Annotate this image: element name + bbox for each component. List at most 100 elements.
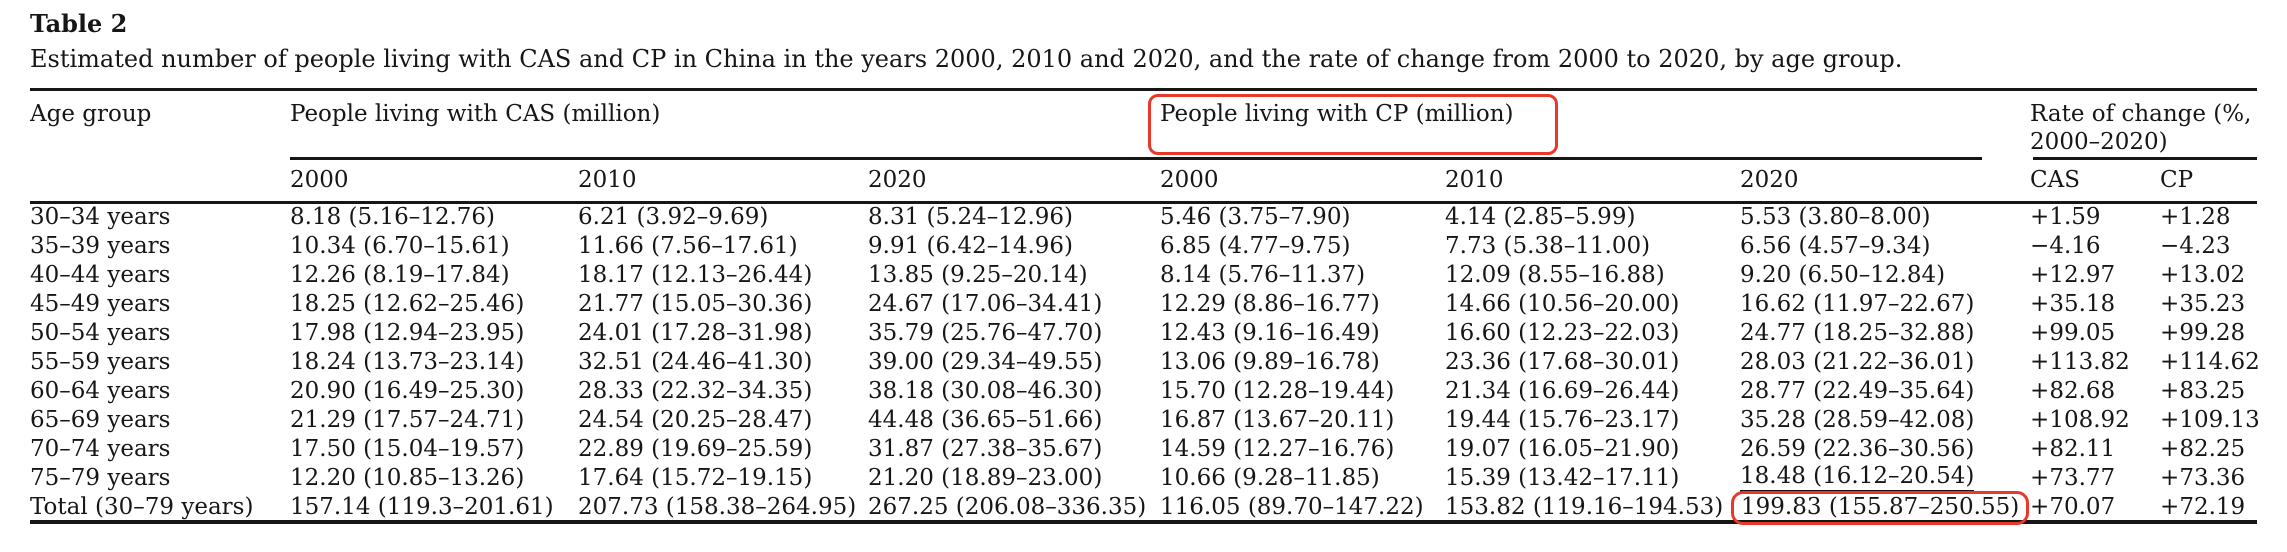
age-cell: 65–69 years <box>30 405 290 434</box>
cp-2000-cell: 13.06 (9.89–16.78) <box>1160 347 1445 376</box>
cas-2010-cell: 11.66 (7.56–17.61) <box>578 231 868 260</box>
age-cell: 55–59 years <box>30 347 290 376</box>
rate-cp-cell: −4.23 <box>2160 231 2257 260</box>
rate-cp-cell: +99.28 <box>2160 318 2257 347</box>
cell-value: 24.67 (17.06–34.41) <box>868 290 1103 317</box>
cell-value: +73.77 <box>2030 465 2116 492</box>
cas-2010-cell: 22.89 (19.69–25.59) <box>578 434 868 463</box>
cas-2010-cell: 17.64 (15.72–19.15) <box>578 463 868 493</box>
cell-value: 18.25 (12.62–25.46) <box>290 290 525 317</box>
column-header-rate-cas: CAS <box>2030 160 2161 204</box>
cell-value: 21.29 (17.57–24.71) <box>290 406 525 433</box>
cell-value: 17.50 (15.04–19.57) <box>290 435 525 462</box>
cell-value: 55–59 years <box>30 348 171 375</box>
cell-value: +13.02 <box>2160 261 2246 288</box>
cas-2020-cell: 9.91 (6.42–14.96) <box>868 231 1160 260</box>
rate-cas-cell: +1.59 <box>2030 202 2160 231</box>
cas-cp-spanner-rule <box>290 157 1983 161</box>
cell-value: 21.77 (15.05–30.36) <box>578 290 813 317</box>
cas-2020-cell: 13.85 (9.25–20.14) <box>868 260 1160 289</box>
cell-value: 12.26 (8.19–17.84) <box>290 261 510 288</box>
cp-2000-cell: 116.05 (89.70–147.22) <box>1160 493 1446 525</box>
cell-value: 20.90 (16.49–25.30) <box>290 377 525 404</box>
cell-value: 13.85 (9.25–20.14) <box>868 261 1088 288</box>
cp-2020-cell: 18.48 (16.12–20.54) <box>1740 463 2030 494</box>
cell-value: 28.77 (22.49–35.64) <box>1740 377 1975 404</box>
cell-value: 35.79 (25.76–47.70) <box>868 319 1103 346</box>
table-row: 55–59 years 18.24 (13.73–23.14) 32.51 (24.… <box>30 347 2260 376</box>
cell-value: 6.56 (4.57–9.34) <box>1740 232 1931 259</box>
cp-2010-cell: 16.60 (12.23–22.03) <box>1445 318 1740 347</box>
cell-value: 60–64 years <box>30 377 171 404</box>
cell-value: +35.18 <box>2030 290 2116 317</box>
cas-2000-cell: 12.20 (10.85–13.26) <box>290 463 578 493</box>
age-cell: 30–34 years <box>30 202 290 231</box>
cas-2010-cell: 32.51 (24.46–41.30) <box>578 347 868 376</box>
rate-cas-cell: +82.11 <box>2030 434 2160 463</box>
cas-group-label: People living with CAS (million) <box>290 100 661 127</box>
cp-2020-cell: 6.56 (4.57–9.34) <box>1740 231 2030 260</box>
cas-2000-cell: 17.98 (12.94–23.95) <box>290 318 578 347</box>
cas-2020-cell: 38.18 (30.08–46.30) <box>868 376 1160 405</box>
column-header-cp-2020: 2020 <box>1740 160 2031 204</box>
rate-spanner-rule <box>2033 157 2258 161</box>
cell-value: 21.34 (16.69–26.44) <box>1445 377 1680 404</box>
year-header-row: 2000 2010 2020 2000 2010 2020 CAS CP <box>30 160 2258 204</box>
cell-value: +72.19 <box>2160 493 2246 520</box>
column-header-age-group: Age group <box>30 89 290 204</box>
cell-value: 19.07 (16.05–21.90) <box>1445 435 1680 462</box>
spanner-rule-row <box>30 157 2258 161</box>
cell-value: +99.28 <box>2160 319 2246 346</box>
cell-value: +83.25 <box>2160 377 2246 404</box>
cp-2020-cell: 28.77 (22.49–35.64) <box>1740 376 2030 405</box>
age-cell: 60–64 years <box>30 376 290 405</box>
cas-2000-cell: 10.34 (6.70–15.61) <box>290 231 578 260</box>
cell-value: +114.62 <box>2160 348 2260 375</box>
cp-2010-cell: 15.39 (13.42–17.11) <box>1445 463 1740 493</box>
cell-value: 14.66 (10.56–20.00) <box>1445 290 1680 317</box>
cell-value: 10.66 (9.28–11.85) <box>1160 465 1380 492</box>
cell-value: 21.20 (18.89–23.00) <box>868 465 1103 492</box>
rate-cp-cell: +13.02 <box>2160 260 2257 289</box>
cas-2010-cell: 28.33 (22.32–34.35) <box>578 376 868 405</box>
cell-value: 8.31 (5.24–12.96) <box>868 204 1074 231</box>
table-row: 40–44 years 12.26 (8.19–17.84) 18.17 (12.1… <box>30 260 2257 289</box>
cell-value: 12.20 (10.85–13.26) <box>290 465 525 492</box>
table-body: 30–34 years 8.18 (5.16–12.76) 6.21 (3.92–9… <box>30 202 2260 525</box>
cell-value: +1.59 <box>2030 204 2101 231</box>
cp-2000-cell: 16.87 (13.67–20.11) <box>1160 405 1445 434</box>
rate-cas-cell: +35.18 <box>2030 289 2160 318</box>
data-table: Age group People living with CAS (millio… <box>30 87 2260 525</box>
table-row: 50–54 years 17.98 (12.94–23.95) 24.01 (17.… <box>30 318 2257 347</box>
column-header-cas-2020: 2020 <box>868 160 1161 204</box>
cell-value: 15.39 (13.42–17.11) <box>1445 465 1680 492</box>
cas-2000-cell: 20.90 (16.49–25.30) <box>290 376 578 405</box>
rate-cp-cell: +114.62 <box>2160 347 2260 376</box>
age-cell: 40–44 years <box>30 260 290 289</box>
cp-2020-cell: 24.77 (18.25–32.88) <box>1740 318 2030 347</box>
column-group-header-cas: People living with CAS (million) <box>290 89 1160 157</box>
cell-value: 4.14 (2.85–5.99) <box>1445 204 1636 231</box>
cell-value: 5.53 (3.80–8.00) <box>1740 204 1931 231</box>
cell-value: +99.05 <box>2030 319 2116 346</box>
cp-2020-cell: 5.53 (3.80–8.00) <box>1740 202 2030 231</box>
cell-value: 8.14 (5.76–11.37) <box>1160 261 1366 288</box>
cp-2010-cell: 21.34 (16.69–26.44) <box>1445 376 1740 405</box>
cell-value: 12.29 (8.86–16.77) <box>1160 290 1380 317</box>
cell-value: 70–74 years <box>30 435 171 462</box>
cp-2010-cell: 153.82 (119.16–194.53) <box>1445 493 1741 525</box>
cas-2020-cell: 8.31 (5.24–12.96) <box>868 202 1160 231</box>
cas-2020-cell: 267.25 (206.08–336.35) <box>868 493 1161 525</box>
age-cell: 45–49 years <box>30 289 290 318</box>
cp-2010-cell: 19.07 (16.05–21.90) <box>1445 434 1740 463</box>
cell-value: 11.66 (7.56–17.61) <box>578 232 798 259</box>
cell-value: +82.68 <box>2030 377 2116 404</box>
cp-2020-cell: 28.03 (21.22–36.01) <box>1740 347 2030 376</box>
cp-2020-cell: 199.83 (155.87–250.55) <box>1731 490 2031 525</box>
cell-value: 18.24 (13.73–23.14) <box>290 348 525 375</box>
cp-2010-cell: 12.09 (8.55–16.88) <box>1445 260 1740 289</box>
cell-value: 116.05 (89.70–147.22) <box>1160 493 1424 520</box>
cas-2020-cell: 44.48 (36.65–51.66) <box>868 405 1160 434</box>
cell-value: 157.14 (119.3–201.61) <box>290 493 554 520</box>
cp-2010-cell: 7.73 (5.38–11.00) <box>1445 231 1740 260</box>
